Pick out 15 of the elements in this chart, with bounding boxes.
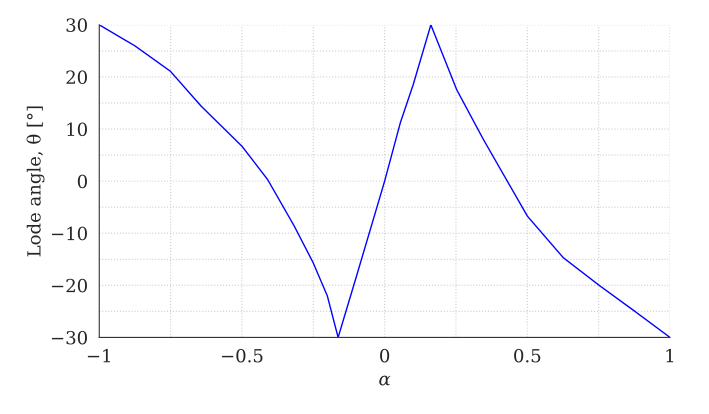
- y-tick-label: 30: [66, 18, 87, 32]
- x-tick-label: −0.5: [222, 348, 262, 362]
- y-tick-label: −20: [52, 278, 87, 292]
- y-tick-label: 20: [66, 70, 87, 84]
- x-tick-label: −1: [88, 348, 110, 362]
- line-series: [99, 24, 670, 338]
- y-axis-title: Lode angle, θ [°]: [26, 106, 44, 256]
- x-tick-label: 0.5: [514, 348, 540, 362]
- y-tick-label: −10: [52, 226, 87, 240]
- y-tick-label: −30: [52, 330, 87, 345]
- x-axis-title: α: [379, 376, 390, 386]
- y-tick-label: 0: [78, 174, 87, 188]
- x-tick-label: 1: [666, 348, 674, 362]
- y-tick-label: 10: [67, 122, 87, 136]
- x-tick-label: 0: [380, 348, 390, 362]
